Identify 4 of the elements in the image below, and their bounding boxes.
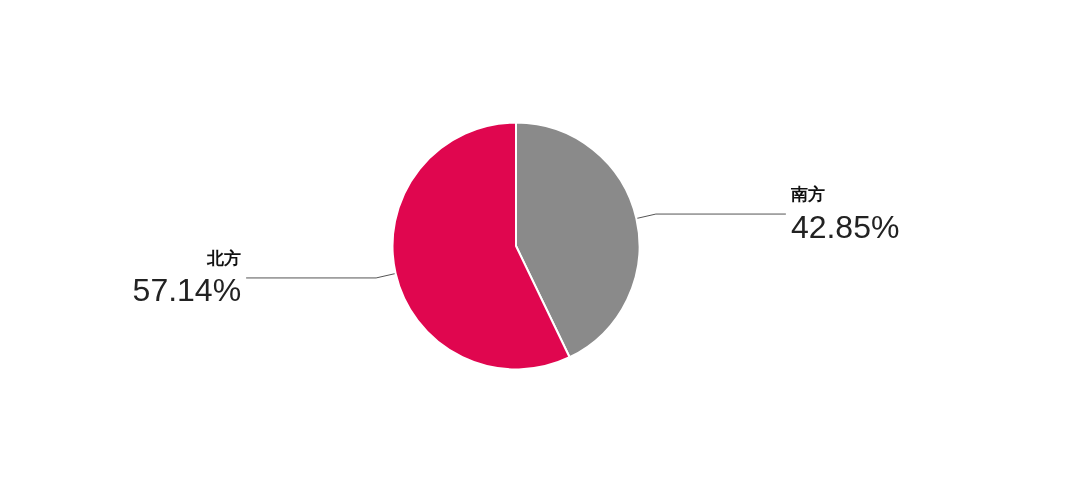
data-label: 57.14% xyxy=(132,272,242,309)
slice-label: 南方 xyxy=(789,184,825,205)
slice-label: 北方 xyxy=(206,247,242,268)
data-label: 42.85% xyxy=(790,208,900,245)
